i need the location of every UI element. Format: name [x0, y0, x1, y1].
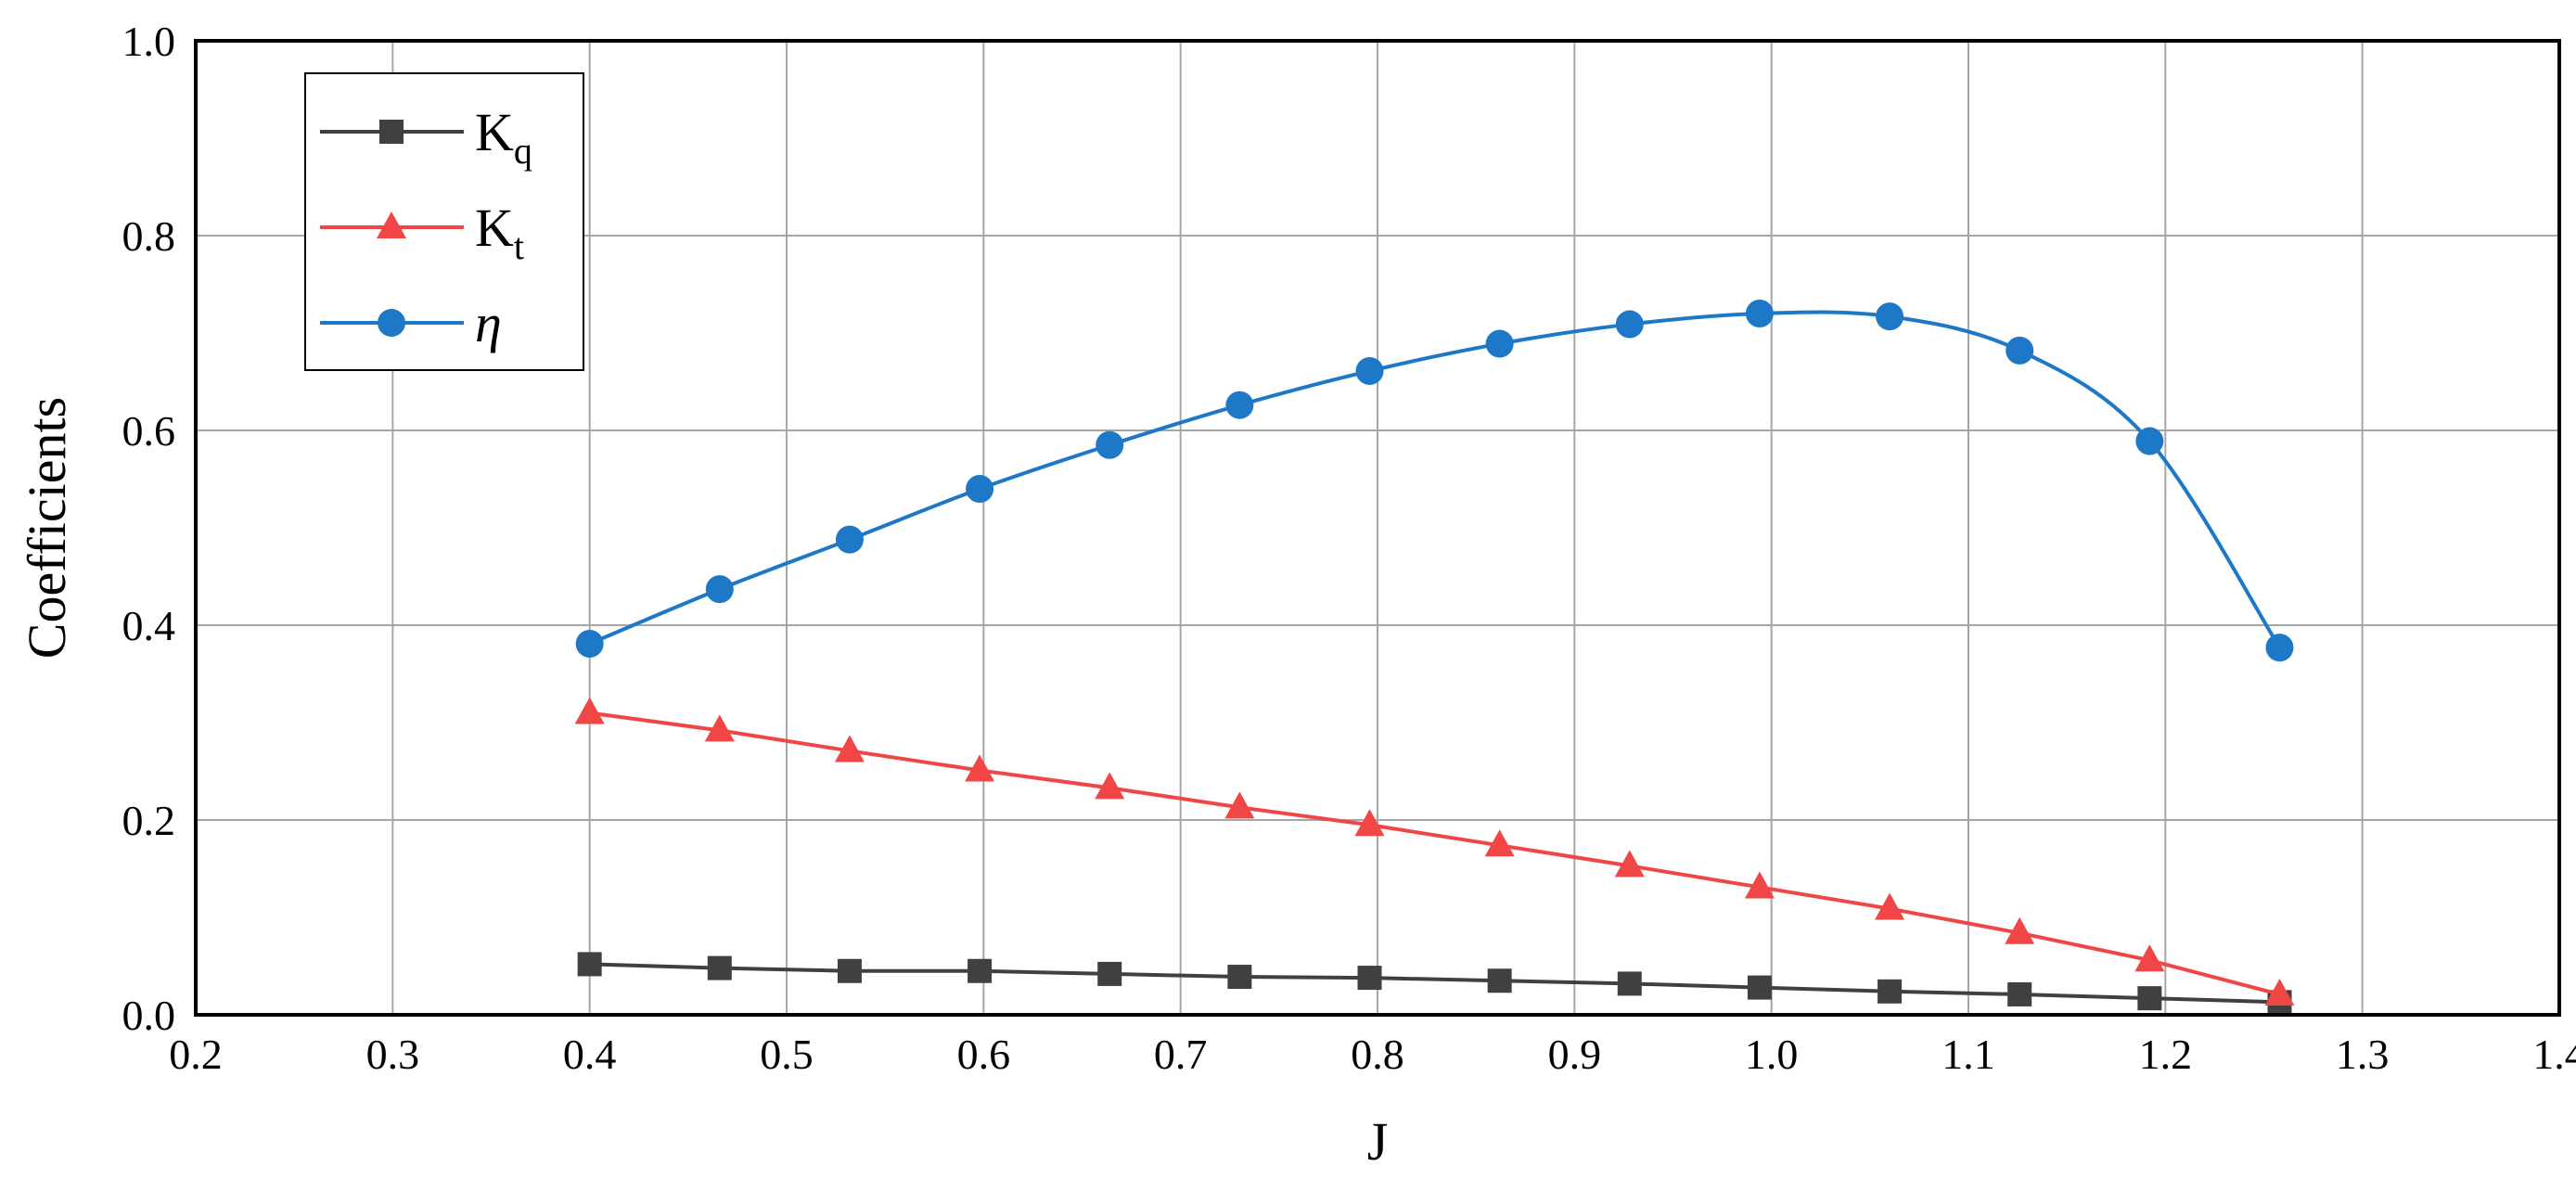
x-tick-label: 0.7 [1154, 1031, 1208, 1078]
series-kt [574, 697, 2295, 1006]
data-point-eta [1355, 356, 1384, 385]
data-point-eta [835, 525, 864, 554]
x-tick-label: 0.5 [760, 1031, 814, 1078]
data-point-kt [1744, 871, 1775, 899]
data-point-eta [1745, 300, 1774, 327]
x-tick-label: 0.9 [1548, 1031, 1602, 1078]
data-point-kq [707, 955, 732, 980]
data-point-kt [574, 697, 605, 724]
legend-marker-eta [378, 309, 405, 337]
data-point-kt [1484, 829, 1515, 857]
legend-item-kt: Kt [320, 198, 524, 267]
data-point-kq [2007, 981, 2032, 1006]
legend-label-kq: Kq [475, 102, 532, 172]
tick-labels: 0.2 0.3 0.4 0.5 0.6 0.7 0.8 0.9 1.0 1.1 1.2 1.3 1.4 0… [122, 18, 2576, 1078]
data-point-kt [1224, 791, 1255, 819]
data-point-kq [1227, 965, 1252, 990]
x-tick-label: 1.4 [2532, 1031, 2576, 1078]
data-point-kt [1875, 892, 1905, 920]
y-tick-label: 0.6 [122, 407, 176, 455]
data-point-kt [2134, 944, 2165, 972]
series-eta [575, 300, 2294, 662]
data-point-eta [2006, 336, 2034, 365]
data-point-eta [1485, 329, 1514, 358]
data-point-kq [1878, 979, 1903, 1004]
data-point-kt [1095, 772, 1125, 800]
x-tick-label: 1.1 [1942, 1031, 1995, 1078]
data-point-eta [1876, 302, 1904, 331]
data-point-eta [575, 629, 604, 658]
data-point-kq [1357, 966, 1382, 991]
data-point-kt [834, 735, 865, 763]
y-tick-label: 0.8 [122, 212, 176, 260]
series-layer [574, 300, 2295, 1015]
x-tick-label: 1.3 [2336, 1031, 2390, 1078]
data-point-kq [1097, 961, 1122, 986]
x-axis-title: J [1367, 1111, 1389, 1172]
series-line-kq [589, 962, 2280, 1005]
data-point-kt [1614, 850, 1645, 878]
data-point-kt [2264, 978, 2295, 1006]
data-point-eta [2135, 427, 2164, 455]
x-tick-label: 0.6 [957, 1031, 1011, 1078]
data-point-kq [2137, 986, 2162, 1011]
legend-label-eta: η [475, 293, 502, 353]
legend-marker-kq [379, 120, 404, 144]
data-point-kt [2005, 916, 2035, 944]
x-tick-label: 1.2 [2139, 1031, 2193, 1078]
y-tick-label: 0.0 [122, 992, 176, 1039]
data-point-kq [1747, 975, 1772, 1000]
plot-frame [194, 39, 2561, 1017]
series-line-kt [589, 711, 2280, 996]
data-point-kt [965, 754, 995, 782]
y-axis-title: Coefficients [17, 397, 77, 659]
data-point-kq [577, 952, 602, 977]
x-tick-label: 0.4 [563, 1031, 617, 1078]
data-point-kq [1617, 971, 1642, 996]
legend-box [304, 72, 584, 371]
data-point-kq [968, 958, 993, 983]
legend-item-eta: η [320, 293, 502, 353]
x-tick-label: 0.2 [169, 1031, 223, 1078]
data-point-kq [1487, 968, 1512, 993]
y-tick-label: 0.4 [122, 602, 176, 649]
y-tick-label: 0.2 [122, 797, 176, 844]
x-tick-label: 1.0 [1745, 1031, 1799, 1078]
data-point-kt [1354, 809, 1385, 837]
x-tick-label: 0.3 [366, 1031, 420, 1078]
legend-marker-kt [377, 211, 406, 238]
legend-item-kq: Kq [320, 102, 532, 172]
data-point-eta [705, 575, 734, 604]
data-point-eta [966, 475, 994, 503]
data-point-kq [837, 958, 862, 983]
legend: Kq Kt η [304, 72, 584, 371]
data-point-eta [1615, 310, 1644, 339]
data-point-eta [2265, 634, 2294, 662]
data-point-eta [1225, 391, 1254, 419]
y-tick-label: 1.0 [122, 18, 176, 65]
data-point-eta [1096, 430, 1124, 459]
legend-label-kt: Kt [475, 198, 524, 267]
series-kq [577, 952, 2292, 1015]
grid [196, 41, 2559, 1015]
x-tick-label: 0.8 [1351, 1031, 1404, 1078]
data-point-kt [704, 714, 735, 742]
